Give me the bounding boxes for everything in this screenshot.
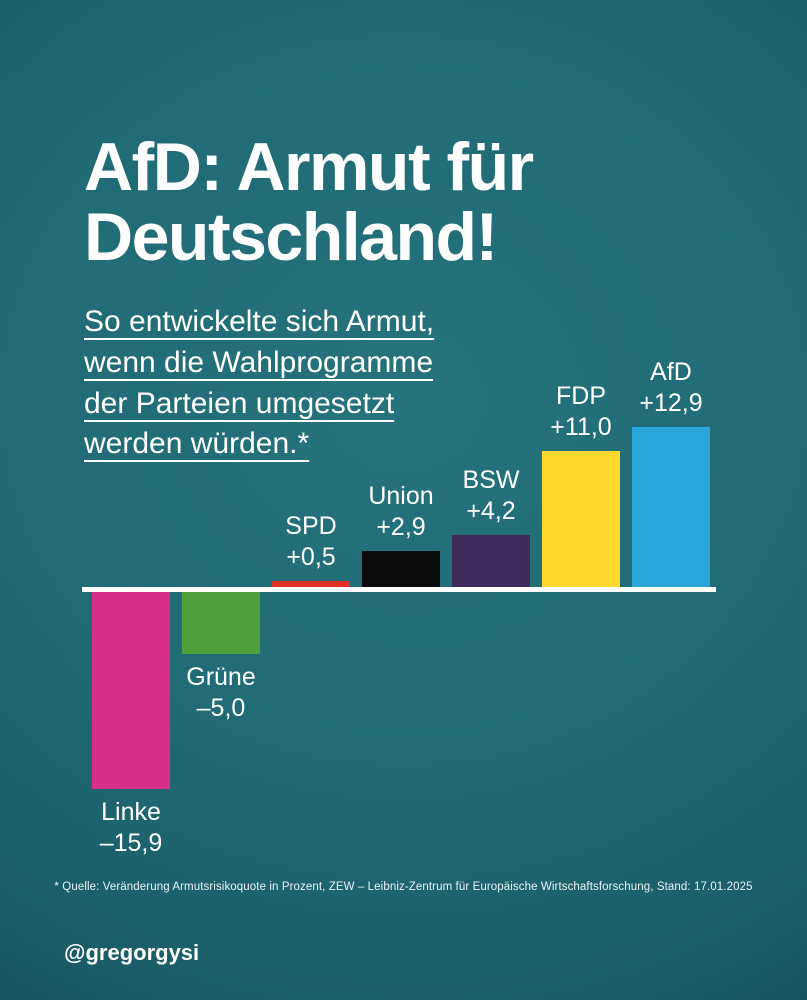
bar-label-spd: SPD +0,5 bbox=[241, 511, 381, 573]
bar-fdp bbox=[542, 450, 620, 587]
bar-chart: Linke –15,9 Grüne –5,0 SPD +0,5 Union +2,9 BSW +4… bbox=[82, 340, 730, 870]
bar-label-bsw: BSW +4,2 bbox=[421, 465, 561, 527]
bar-value-bsw: +4,2 bbox=[466, 496, 516, 525]
author-handle: @gregorgysi bbox=[64, 940, 200, 965]
bar-spd bbox=[272, 580, 350, 587]
bar-grune bbox=[182, 592, 260, 654]
subtitle-line-3: der Parteien umgesetzt bbox=[84, 386, 395, 420]
bar-union bbox=[362, 551, 440, 587]
bar-category-spd: SPD bbox=[285, 511, 337, 540]
axis-baseline bbox=[82, 587, 716, 592]
bar-afd bbox=[632, 427, 710, 587]
bar-value-union: +2,9 bbox=[376, 513, 426, 542]
bar-value-spd: +0,5 bbox=[286, 542, 336, 571]
bar-category-union: Union bbox=[368, 482, 434, 511]
bar-value-linke: –15,9 bbox=[99, 829, 163, 858]
title-line-1: AfD: Armut für bbox=[84, 129, 534, 205]
bar-value-grune: –5,0 bbox=[196, 694, 246, 722]
subtitle-line-1: So entwickelte sich Armut, bbox=[84, 305, 435, 338]
bar-label-union: Union +2,9 bbox=[331, 481, 471, 543]
bar-label-grune: Grüne –5,0 bbox=[151, 662, 291, 724]
bar-value-afd: +12,9 bbox=[639, 389, 703, 418]
bar-value-fdp: +11,0 bbox=[550, 412, 612, 441]
bar-bsw bbox=[452, 534, 530, 587]
source-note: * Quelle: Veränderung Armutsrisikoquote … bbox=[54, 881, 753, 893]
bar-category-linke: Linke bbox=[101, 798, 161, 827]
bar-label-linke: Linke –15,9 bbox=[61, 797, 201, 859]
title-line-2: Deutschland! bbox=[84, 199, 498, 276]
bar-category-bsw: BSW bbox=[462, 465, 520, 494]
bar-category-afd: AfD bbox=[650, 358, 692, 387]
bar-label-fdp: FDP +11,0 bbox=[511, 381, 651, 443]
subtitle-line-2: wenn die Wahlprogramme bbox=[84, 345, 434, 379]
subtitle-line-4: werden würden.* bbox=[84, 427, 310, 461]
bar-linke bbox=[92, 592, 170, 790]
page-title: AfD: Armut für Deutschland! bbox=[84, 129, 534, 276]
bar-category-grune: Grüne bbox=[186, 663, 256, 691]
bar-category-fdp: FDP bbox=[556, 381, 606, 410]
chart-subtitle: So entwickelte sich Armut, wenn die Wahl… bbox=[84, 302, 434, 465]
bar-label-afd: AfD +12,9 bbox=[601, 357, 741, 419]
